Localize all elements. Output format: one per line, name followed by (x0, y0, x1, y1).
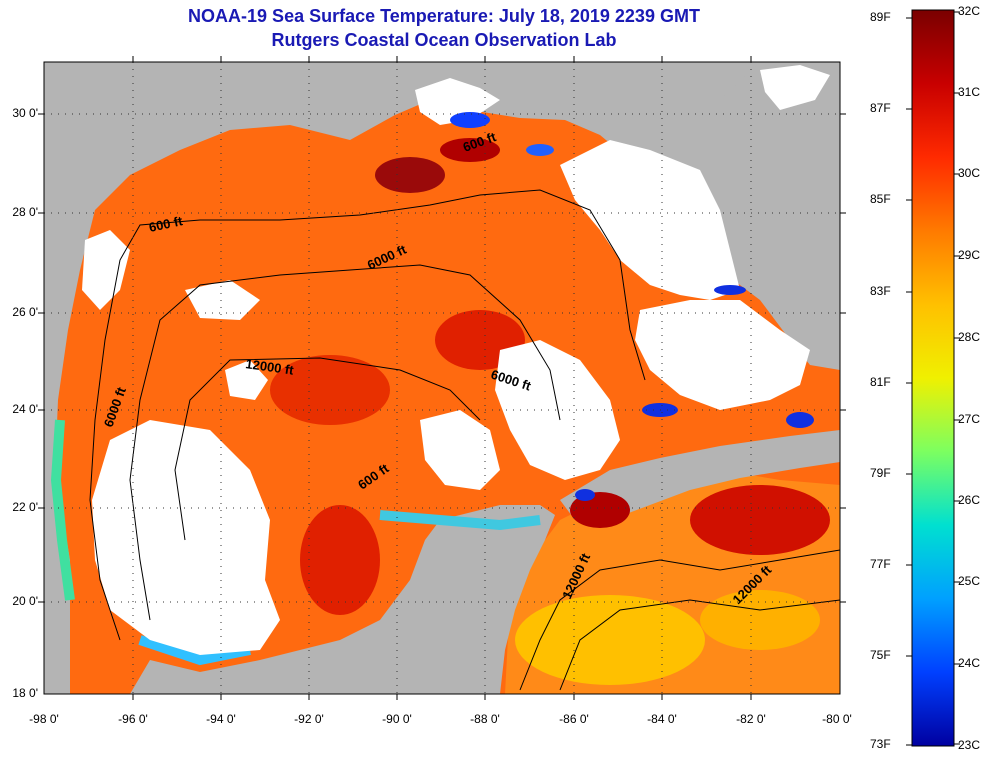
axis-ticks (38, 56, 846, 700)
cloud-cover (185, 280, 260, 320)
cloud-cover (92, 420, 280, 655)
lat-label: 24 0' (12, 402, 38, 416)
lon-label: -90 0' (382, 712, 412, 726)
cold-patch (526, 144, 554, 156)
cool-band (379, 510, 541, 531)
colorbar-c-label: 28C (958, 330, 981, 344)
cold-patch (575, 489, 595, 501)
contour-caribbean (519, 549, 840, 691)
colorbar-c-label: 25C (958, 574, 981, 588)
contour-label: 12000 ft (245, 356, 296, 378)
hot-spot (300, 505, 380, 615)
cloud-cover (82, 230, 130, 310)
colorbar-c-label: 26C (958, 493, 981, 507)
cloud-cover (420, 410, 500, 490)
colorbar-ticks (906, 11, 960, 746)
colorbar-c-label: 32C (958, 4, 981, 18)
cuba-land (560, 430, 840, 520)
contour-caribbean (559, 599, 840, 691)
lon-label: -82 0' (736, 712, 766, 726)
colorbar-f-label: 73F (870, 737, 891, 751)
warm-yellow (515, 595, 705, 685)
florida-land (690, 62, 840, 340)
colorbar-c-label: 31C (958, 85, 981, 99)
lat-label: 30 0' (12, 106, 38, 120)
colorbar-f-label: 79F (870, 466, 891, 480)
lon-label: -88 0' (470, 712, 500, 726)
colorbar-f-label: 83F (870, 284, 891, 298)
lon-label: -94 0' (206, 712, 236, 726)
colorbar-c-label: 30C (958, 166, 981, 180)
cool-band (138, 635, 251, 666)
hot-spot (270, 355, 390, 425)
lat-label: 20 0' (12, 594, 38, 608)
lon-label: -92 0' (294, 712, 324, 726)
lon-label: -96 0' (118, 712, 148, 726)
colorbar-c-label: 23C (958, 738, 981, 752)
colorbar-c-label: 24C (958, 656, 981, 670)
contour-600ft (89, 189, 646, 641)
cloud-cover (635, 300, 810, 410)
gridlines (44, 62, 840, 694)
map-subtitle: Rutgers Coastal Ocean Observation Lab (271, 30, 617, 50)
map-title: NOAA-19 Sea Surface Temperature: July 18… (188, 6, 700, 26)
lon-label: -84 0' (647, 712, 677, 726)
lon-label: -98 0' (29, 712, 59, 726)
colorbar (911, 9, 955, 747)
colorbar-f-label: 85F (870, 192, 891, 206)
map-frame (43, 61, 841, 695)
colorbar-f-label: 87F (870, 101, 891, 115)
cool-band (50, 419, 75, 601)
lat-label: 22 0' (12, 500, 38, 514)
lat-label: 28 0' (12, 205, 38, 219)
warm-yellow (700, 590, 820, 650)
colorbar-f-label: 75F (870, 648, 891, 662)
cloud-cover (560, 140, 740, 300)
cold-patch (786, 412, 814, 428)
contour-6000ft (129, 264, 561, 621)
contour-12000ft (174, 357, 481, 541)
colorbar-f-label: 81F (870, 375, 891, 389)
colorbar-f-label: 89F (870, 10, 891, 24)
lat-label: 18 0' (12, 686, 38, 700)
cloud-cover (760, 65, 830, 110)
colorbar-c-label: 29C (958, 248, 981, 262)
lat-label: 26 0' (12, 305, 38, 319)
hot-spot (690, 485, 830, 555)
colorbar-c-label: 27C (958, 412, 981, 426)
contour-label: 600 ft (148, 213, 185, 235)
colorbar-f-label: 77F (870, 557, 891, 571)
hot-spot (440, 138, 500, 162)
hot-spot (375, 157, 445, 193)
lon-label: -86 0' (559, 712, 589, 726)
mexico-land (130, 505, 555, 694)
cold-patch (714, 285, 746, 295)
lon-label: -80 0' (822, 712, 852, 726)
cold-patch (450, 112, 490, 128)
cloud-cover (225, 360, 268, 400)
